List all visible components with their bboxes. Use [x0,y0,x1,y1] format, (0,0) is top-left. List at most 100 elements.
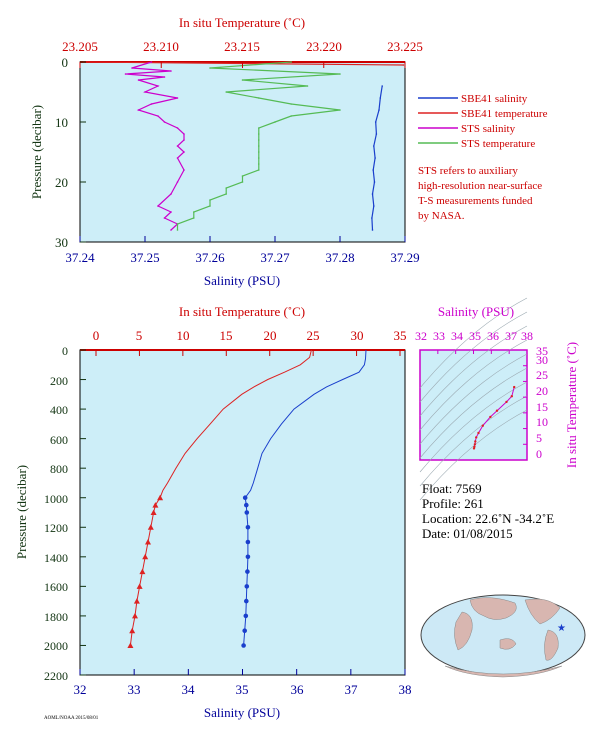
map-land-south-america [544,629,559,661]
ts-content-group [419,297,528,501]
main-pres-tick-label: 2200 [44,669,68,683]
ts-point [505,400,508,404]
ts-sal-tick-label: 36 [487,329,499,343]
date: Date: 01/08/2015 [422,526,513,541]
ts-temp-tick-label: 35 [536,344,548,358]
ts-temp-tick-label: 20 [536,384,548,398]
density-contour [419,353,528,445]
top-series-point [372,169,375,171]
main-series-group [127,349,367,648]
top-series-point [176,229,179,231]
top-series-point [379,97,382,99]
main-sal-tick-label: 34 [182,682,196,697]
float-id: Float: 7569 [422,481,482,496]
top-series-point [258,97,260,99]
top-series-point [306,85,309,87]
main-pres-tick-label: 1600 [44,580,68,594]
salinity-point [241,643,246,648]
top-series-point [290,115,293,117]
ts-point [489,415,492,419]
top-series-point [241,79,244,81]
ts-sal-tick-label: 33 [433,329,445,343]
density-contour [419,409,528,501]
top-pres-tick-label: 0 [62,55,69,70]
deep-profile-chart: In situ Temperature (˚C) 0 5 10 15 20 25… [14,304,412,720]
salinity-point [244,584,250,589]
top-temp-tick-label: 23.205 [62,39,98,54]
top-temp-axis-label: In situ Temperature (˚C) [179,15,305,30]
top-series-point [371,217,373,219]
temperature-profile-line [129,349,312,646]
ts-point [477,431,480,435]
main-pres-axis-label: Pressure (decibar) [14,465,29,559]
main-pres-tick-label: 2000 [44,639,68,653]
top-series-point [225,91,227,93]
ts-sal-axis-label: Salinity (PSU) [438,304,514,319]
top-series-point [381,85,384,87]
temperature-point [136,583,143,589]
top-series-point [170,193,172,195]
legend-label: SBE41 salinity [461,93,528,105]
density-contour [419,325,528,417]
top-plot-area [79,61,406,243]
temperature-point [145,539,151,545]
salinity-point [242,495,248,501]
main-temp-tick-label: 30 [351,328,364,343]
ts-sal-tick-label: 37 [505,329,517,343]
top-series-point [176,157,179,159]
top-pres-tick-label: 30 [55,235,68,250]
top-sal-axis-label: Salinity (PSU) [204,273,280,288]
top-series-point [373,181,376,183]
main-pres-tick-label: 400 [50,403,68,417]
ts-point [475,436,478,439]
top-series-point [258,151,260,153]
ts-point [495,409,499,412]
ts-sal-tick-label: 34 [451,329,463,343]
top-series-point [258,127,260,129]
map-land-antarctica [444,665,563,678]
top-series-point [193,211,195,213]
main-pres-tick-label: 0 [62,344,68,358]
top-series-point [225,193,227,195]
top-series-point [258,133,260,135]
sts-note: STS refers to auxiliary high-resolution … [418,165,542,222]
float-location-marker: ★ [557,623,566,634]
temperature-point [139,568,146,575]
top-series-point [274,121,276,123]
legend-label: STS temperature [461,138,535,150]
density-contour [419,339,528,431]
main-pres-tick-label: 600 [50,433,68,447]
main-temp-tick-label: 0 [93,328,100,343]
top-series-point [241,181,244,183]
main-sal-tick-label: 35 [236,682,249,697]
top-series-point [193,217,195,219]
top-series-point [170,211,172,213]
top-pres-tick-label: 10 [55,115,68,130]
top-series-point [290,61,293,63]
top-temp-tick-label: 23.225 [387,39,423,54]
top-legend: SBE41 salinity SBE41 temperature STS sal… [418,93,548,150]
top-series-point [137,109,140,111]
ts-temp-tick-label: 0 [536,447,542,461]
top-sal-tick-label: 37.28 [325,250,354,265]
ts-temp-tick-label: 25 [536,368,548,382]
ts-temp-tick-label: 5 [536,431,542,445]
top-series-point [374,157,376,159]
top-series-point [137,79,140,81]
top-series-point [373,205,375,207]
map-land-africa [454,611,473,651]
top-sal-tick-label: 37.27 [260,250,290,265]
map-land-eurasia [469,597,517,620]
top-series-group [82,61,405,231]
near-surface-profile-chart: In situ Temperature (˚C) 23.205 23.210 2… [29,15,548,288]
profile-number: Profile: 261 [422,496,484,511]
main-temp-tick-label: 5 [136,328,143,343]
top-sal-tick-label: 37.26 [195,250,225,265]
top-series-point [371,193,374,195]
ts-sal-tick-label: 32 [415,329,427,343]
location: Location: 22.6˚N -34.2˚E [422,511,554,526]
main-temp-tick-label: 25 [307,328,320,343]
salinity-point [245,554,251,560]
float-info: Float: 7569 Profile: 261 Location: 22.6˚… [422,481,554,541]
